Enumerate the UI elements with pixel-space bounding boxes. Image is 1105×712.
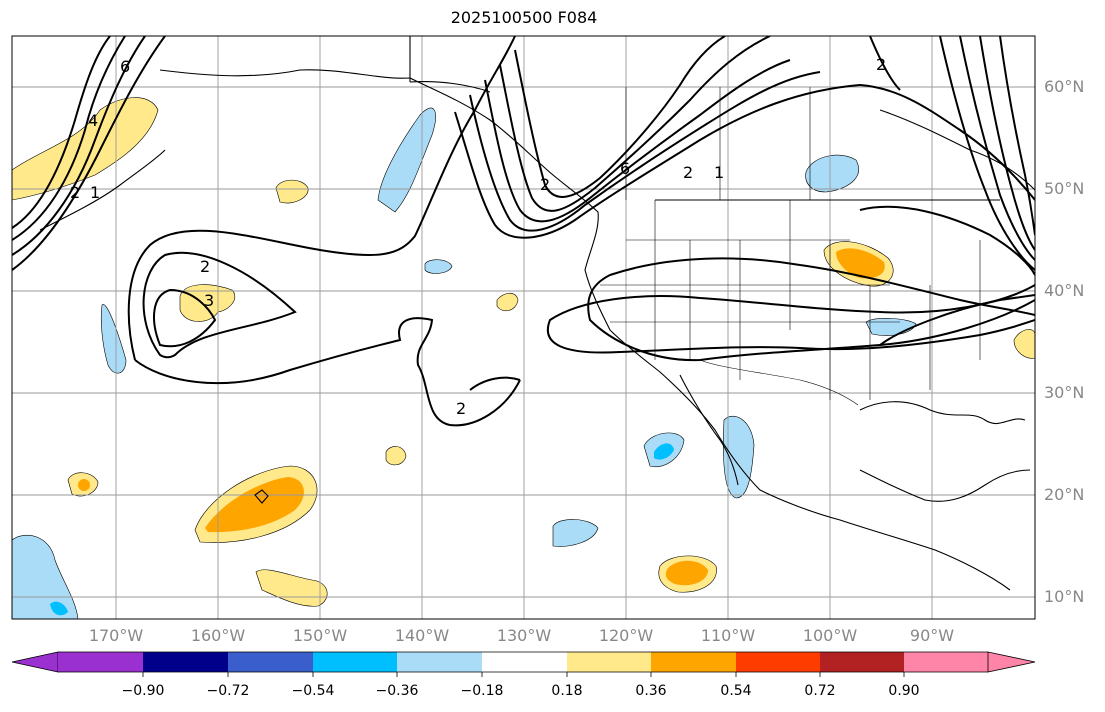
fill-negative-mexico [723,415,755,499]
lon-label: 110°W [700,626,756,645]
contour-label: 6 [620,159,630,178]
colorbar-tick-label: −0.36 [375,683,419,699]
coastlines [39,36,1035,591]
contour-label: 6 [120,57,130,76]
fill-negative-central [100,304,127,374]
fill-positive-small-1 [275,179,309,204]
fill-positive-hawaii-core [205,477,304,533]
fill-negative-small-2 [552,519,599,547]
contour-label: 2 [70,183,80,202]
lat-label: 60°N [1044,77,1085,96]
colorbar-segment [397,652,482,672]
lat-label: 50°N [1044,179,1085,198]
fill-positive-plains-core [836,248,885,279]
colorbar-tick-label: 0.72 [804,683,836,699]
colorbar-tick-label: 0.90 [888,683,920,699]
fill-negative-canada [805,154,859,193]
map-frame [11,35,1036,620]
fill-positive-east [1013,329,1035,359]
fill-negative-small-1 [424,259,453,274]
fill-negative-sw [12,534,79,619]
fill-negative-sw-core [50,601,68,616]
fill-positive-small-6-core [665,560,708,586]
contour-lines [12,36,1035,427]
contour-label: 4 [88,111,98,130]
fill-positive-small-5 [496,292,519,312]
colorbar-arrow-left [11,651,59,673]
colorbar-segment [820,652,904,672]
fill-positive-alaska-sw [12,97,159,201]
colorbar-tick-label: −0.72 [206,683,250,699]
fill-negative-baja-core [654,443,674,460]
political-borders [600,87,981,406]
fill-positive-small-3 [385,446,407,466]
lat-label: 10°N [1044,587,1085,606]
fill-negative-midwest [865,318,917,336]
colorbar-segment [313,652,397,672]
fill-positive-central-pacific [179,284,236,322]
colorbar-segment [58,652,143,672]
contour-label: 1 [714,163,724,182]
lon-label: 160°W [190,626,246,645]
colorbar-segment [143,652,228,672]
lat-label: 20°N [1044,485,1085,504]
contour-label: 2 [200,257,210,276]
colorbar-segment [567,652,651,672]
lat-label: 40°N [1044,281,1085,300]
map-title: 2025100500 F084 [450,8,598,27]
colorbar-segment [651,652,736,672]
fill-negative-goa [377,107,436,213]
lon-label: 170°W [88,626,144,645]
lon-label: 90°W [909,626,955,645]
contour-label: 2 [876,55,886,74]
fill-positive-small-2-core [78,479,90,491]
contour-label: 3 [204,291,214,310]
contour-labels: 6 4 2 1 2 3 2 2 6 2 1 2 [70,55,886,418]
colorbar-segment [228,652,313,672]
colorbar-arrow-right [987,651,1036,673]
colorbar [11,651,1036,677]
anomaly-fills [12,97,1035,619]
colorbar-tick-label: −0.54 [291,683,335,699]
colorbar-segment [736,652,820,672]
lon-label: 120°W [598,626,654,645]
lon-label: 140°W [394,626,450,645]
colorbar-tick-label: −0.18 [460,683,504,699]
fill-positive-small-4 [255,569,328,607]
colorbar-tick-label: 0.54 [720,683,752,699]
colorbar-segment [482,652,567,672]
colorbar-tick-label: 0.18 [551,683,583,699]
colorbar-tick-label: −0.90 [121,683,165,699]
lat-label: 30°N [1044,383,1085,402]
contour-label: 1 [90,183,100,202]
contour-label: 2 [456,399,466,418]
colorbar-tick-label: 0.36 [635,683,667,699]
contour-label: 2 [540,175,550,194]
contour-label: 2 [683,163,693,182]
lon-label: 130°W [496,626,552,645]
colorbar-segment [904,652,988,672]
lon-label: 100°W [802,626,858,645]
lon-label: 150°W [292,626,348,645]
